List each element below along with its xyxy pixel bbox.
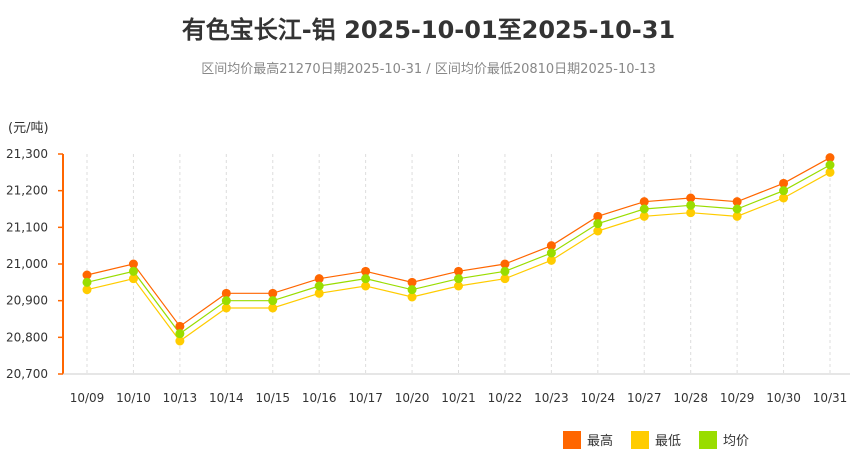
data-point-series-1: [732, 211, 742, 221]
data-point-series-1: [593, 226, 603, 236]
data-point-series-2: [454, 274, 463, 284]
y-tick-label: 21,200: [6, 184, 48, 198]
legend-item-min[interactable]: 最低: [631, 430, 681, 449]
x-tick-label: 10/21: [441, 391, 476, 405]
data-point-series-0: [128, 259, 138, 269]
data-point-series-2: [361, 274, 371, 284]
y-tick-label: 20,700: [6, 367, 48, 381]
x-tick-label: 10/16: [302, 391, 337, 405]
data-point-series-2: [732, 204, 742, 214]
y-tick-label: 20,800: [6, 330, 48, 344]
data-point-series-0: [500, 259, 510, 269]
data-point-series-0: [779, 178, 789, 188]
data-point-series-2: [825, 160, 835, 170]
data-point-series-1: [128, 274, 138, 284]
legend-label-min: 最低: [655, 434, 682, 449]
data-point-series-1: [825, 167, 835, 177]
data-point-series-2: [82, 277, 92, 287]
data-point-series-0: [268, 288, 278, 298]
x-tick-label: 10/31: [813, 391, 848, 405]
x-tick-label: 10/13: [163, 391, 198, 405]
data-point-series-0: [593, 211, 603, 221]
data-point-series-0: [686, 193, 696, 203]
y-tick-label: 21,100: [6, 220, 48, 234]
data-point-series-2: [314, 281, 324, 291]
chart-subtitle: 区间均价最高21270日期2025-10-31 / 区间均价最低20810日期2…: [201, 62, 656, 77]
data-point-series-2: [268, 296, 278, 306]
data-point-series-1: [407, 292, 417, 302]
legend-label-avg: 均价: [723, 434, 750, 449]
x-tick-label: 10/30: [766, 391, 801, 405]
y-tick-label: 21,000: [6, 257, 48, 271]
x-tick-label: 10/17: [348, 391, 383, 405]
data-point-series-0: [361, 266, 371, 276]
data-point-series-2: [128, 266, 138, 276]
data-point-series-1: [500, 274, 510, 284]
y-tick-label: 21,300: [6, 147, 48, 161]
x-tick-label: 10/28: [673, 391, 708, 405]
data-point-series-2: [175, 329, 185, 339]
legend-label-max: 最高: [587, 434, 614, 449]
x-tick-label: 10/15: [255, 391, 290, 405]
data-point-series-1: [175, 336, 185, 346]
chart-legend: 最高 最低 均价: [563, 430, 767, 449]
y-axis-unit-label: (元/吨): [8, 121, 49, 136]
data-point-series-0: [82, 270, 92, 280]
x-tick-label: 10/23: [534, 391, 569, 405]
legend-swatch-avg: [699, 430, 718, 449]
data-point-series-2: [686, 200, 696, 210]
data-point-series-0: [221, 288, 231, 298]
legend-swatch-min: [631, 430, 650, 449]
x-tick-label: 10/24: [581, 391, 616, 405]
x-tick-label: 10/29: [720, 391, 755, 405]
x-tick-label: 10/10: [116, 391, 151, 405]
data-point-series-1: [361, 281, 371, 291]
chart-title: 有色宝长江-铝 2025-10-01至2025-10-31: [181, 16, 676, 44]
data-point-series-0: [639, 197, 649, 207]
data-point-series-1: [454, 281, 463, 291]
data-point-series-0: [732, 197, 742, 207]
data-point-series-0: [314, 274, 324, 284]
data-point-series-0: [407, 277, 417, 287]
legend-swatch-max: [563, 430, 581, 449]
x-tick-label: 10/09: [70, 391, 105, 405]
x-tick-label: 10/27: [627, 391, 662, 405]
data-point-series-2: [546, 248, 556, 258]
data-point-series-1: [546, 255, 556, 265]
data-point-series-2: [221, 296, 231, 306]
data-point-series-0: [454, 266, 463, 276]
data-point-series-2: [779, 186, 789, 196]
data-point-series-1: [268, 303, 278, 313]
data-point-series-0: [825, 153, 835, 163]
data-point-series-1: [639, 211, 649, 221]
x-tick-label: 10/22: [488, 391, 523, 405]
data-point-series-2: [639, 204, 649, 214]
data-point-series-0: [546, 241, 556, 251]
data-point-series-2: [500, 266, 510, 276]
data-point-series-2: [407, 285, 417, 295]
y-tick-label: 20,900: [6, 294, 48, 308]
data-point-series-2: [593, 219, 603, 229]
legend-item-max[interactable]: 最高: [563, 430, 613, 449]
data-point-series-1: [82, 285, 92, 295]
data-point-series-1: [221, 303, 231, 313]
legend-item-avg[interactable]: 均价: [699, 430, 749, 449]
x-tick-label: 10/14: [209, 391, 244, 405]
data-point-series-1: [686, 208, 696, 218]
series-line-0: [86, 157, 831, 328]
data-point-series-0: [175, 321, 185, 331]
x-tick-label: 10/20: [395, 391, 430, 405]
data-point-series-1: [314, 288, 324, 298]
data-point-series-1: [779, 193, 789, 203]
